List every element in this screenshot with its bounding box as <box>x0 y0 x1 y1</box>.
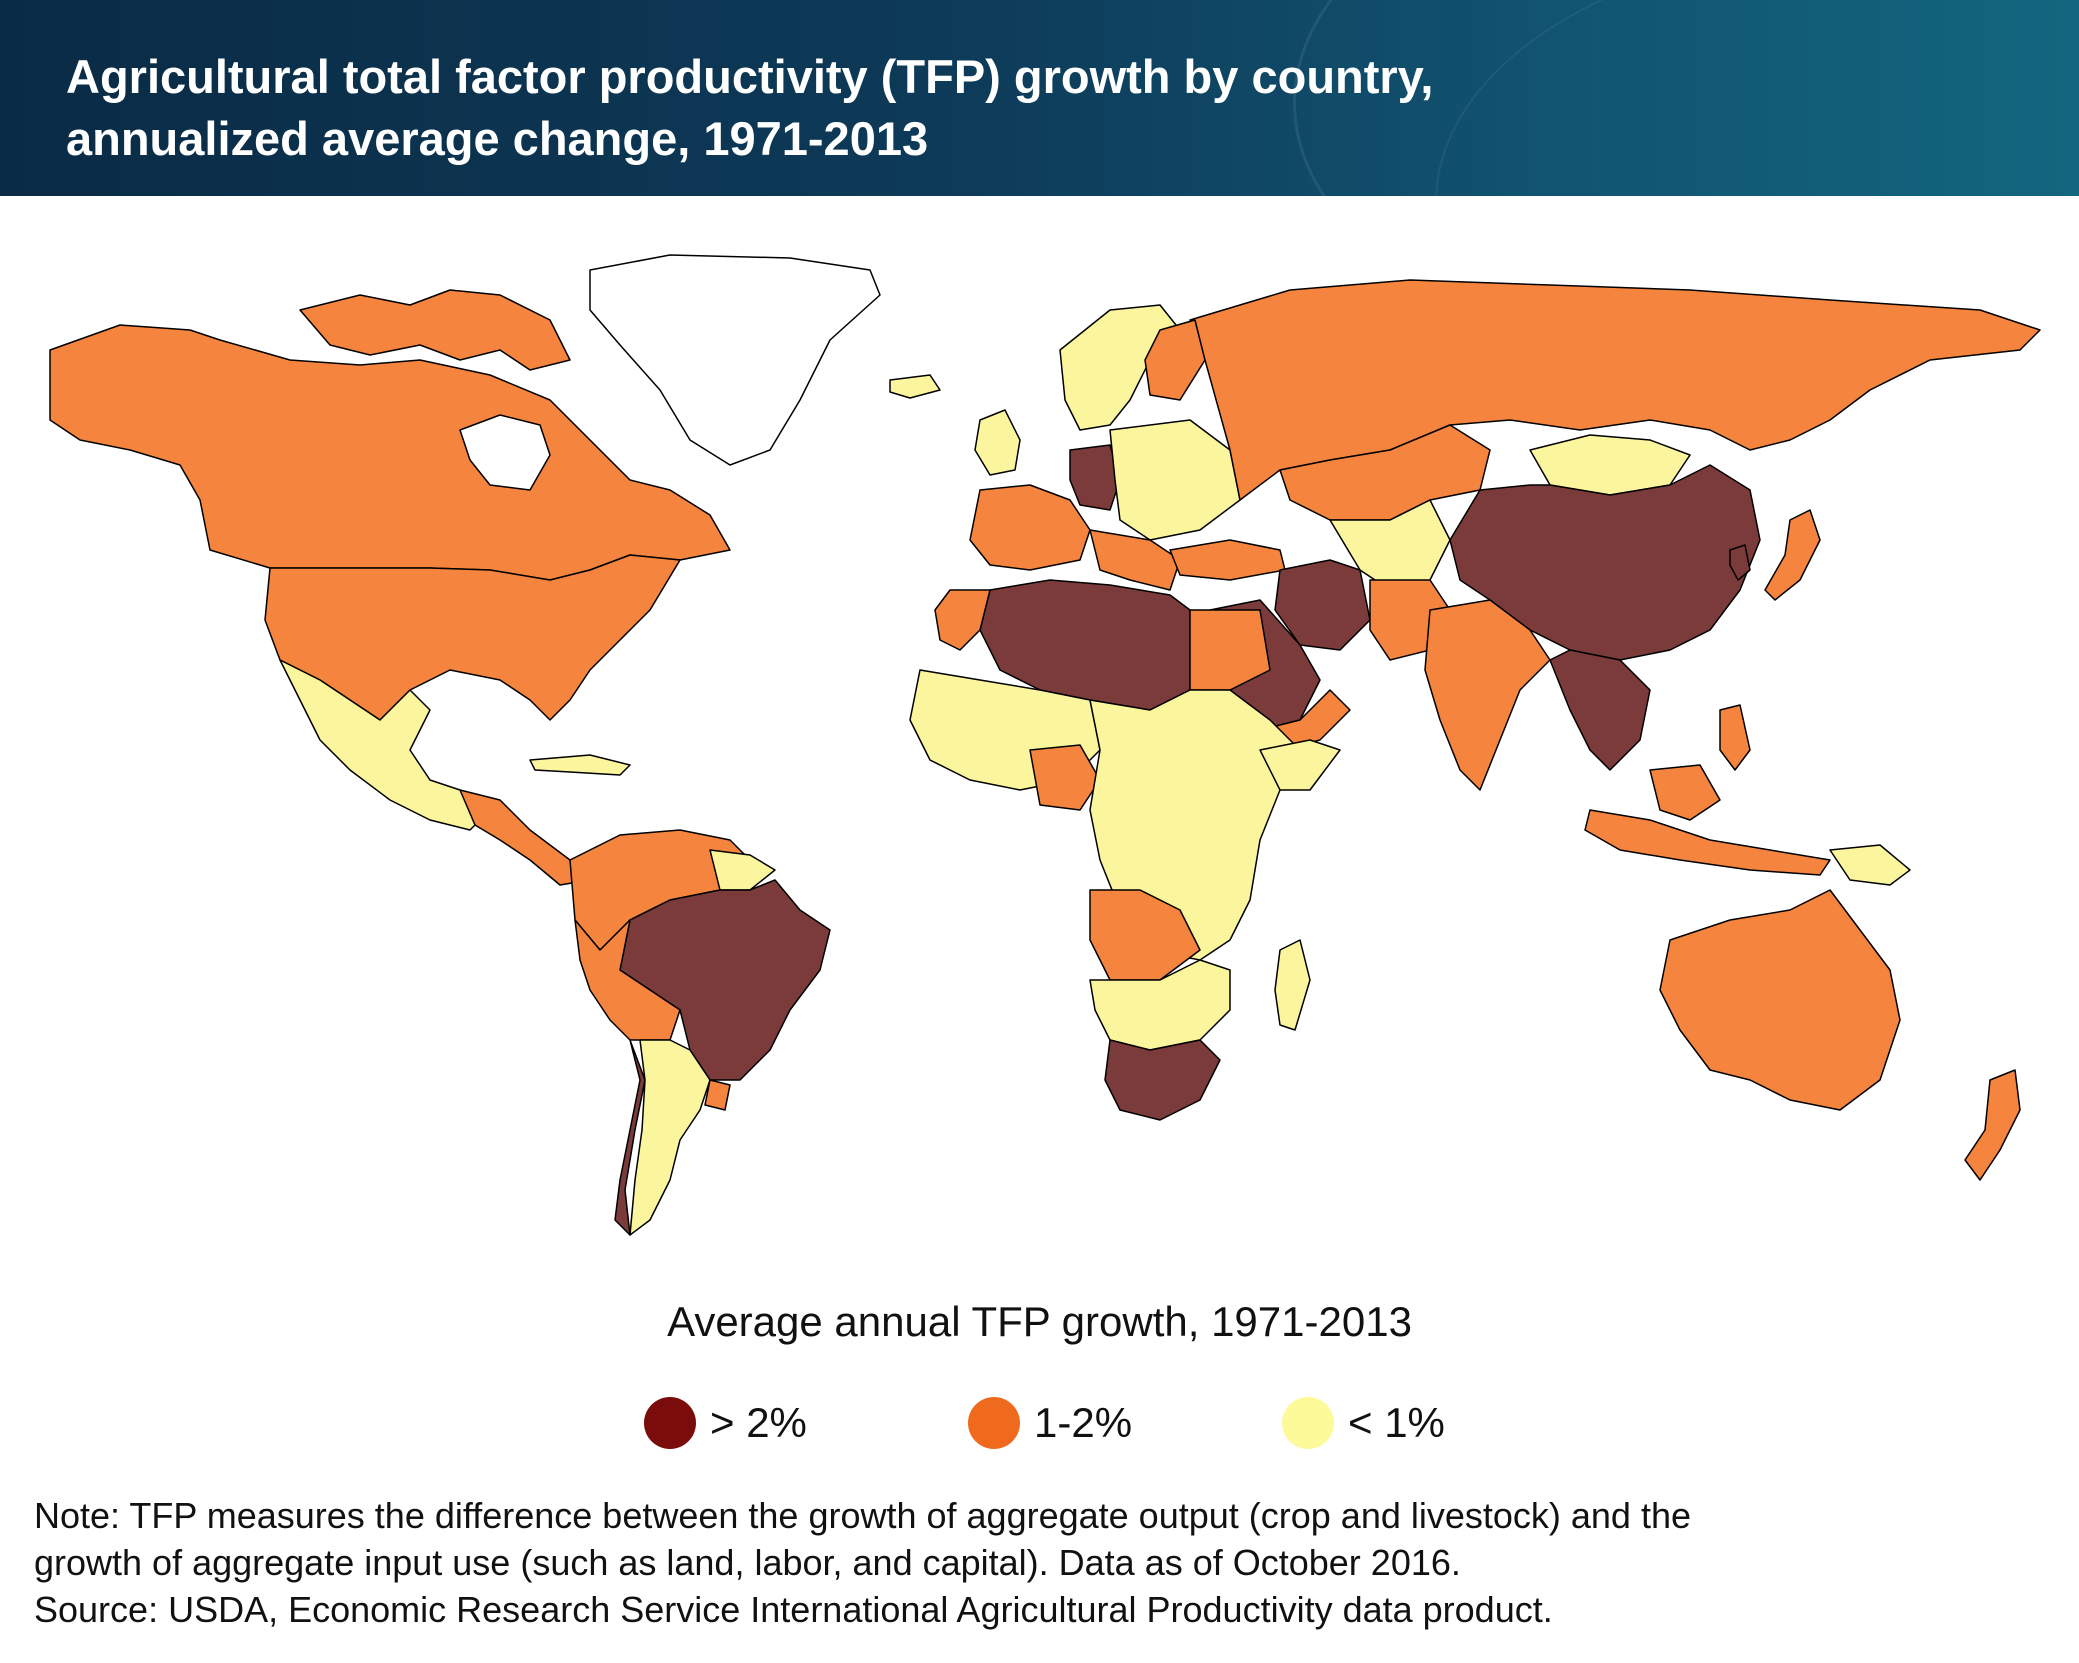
map-region-scandinavia <box>1059 304 1181 431</box>
map-region-eastern-europe <box>1109 419 1241 541</box>
header-decoration <box>1293 0 2079 196</box>
legend-label-low: < 1% <box>1348 1399 1445 1446</box>
map-region-indonesia <box>1584 809 1831 876</box>
legend-item-low: < 1% <box>1282 1395 1445 1451</box>
map-region-borneo <box>1649 764 1721 821</box>
map-region-southeast-asia <box>1549 649 1651 771</box>
legend-item-mid: 1-2% <box>968 1395 1132 1451</box>
legend-label-high: > 2% <box>710 1399 807 1446</box>
page-title: Agricultural total factor productivity (… <box>66 46 1766 170</box>
world-map <box>49 254 2041 1236</box>
map-region-western-europe <box>969 484 1091 571</box>
map-region-uk <box>974 409 1021 476</box>
map-region-horn-of-africa <box>1259 739 1341 791</box>
map-region-peru-bolivia <box>574 919 681 1041</box>
map-region-germany <box>1069 444 1121 511</box>
map-region-chile <box>614 1039 646 1236</box>
legend-swatch-mid <box>968 1397 1020 1449</box>
map-region-south-africa <box>1104 1039 1221 1121</box>
legend-swatch-high <box>644 1397 696 1449</box>
title-line-1: Agricultural total factor productivity (… <box>66 50 1434 103</box>
map-region-southern-europe <box>1089 529 1181 591</box>
legend-label-mid: 1-2% <box>1034 1399 1133 1446</box>
map-region-australia <box>1659 889 1901 1111</box>
source-line: Source: USDA, Economic Research Service … <box>34 1589 1553 1630</box>
map-region-egypt <box>1189 609 1271 691</box>
map-region-morocco <box>934 589 991 651</box>
map-region-new-zealand <box>1964 1069 2021 1181</box>
map-water-hudson-bay <box>459 414 551 491</box>
map-region-japan <box>1764 509 1821 601</box>
map-region-nigeria-area <box>1029 744 1101 811</box>
map-region-uruguay <box>704 1079 731 1111</box>
map-region-madagascar <box>1274 939 1311 1031</box>
map-region-southern-africa-north <box>1089 889 1201 981</box>
legend-swatch-low <box>1282 1397 1334 1449</box>
map-region-guianas <box>709 849 776 891</box>
source-note: Note: TFP measures the difference betwee… <box>34 1492 2044 1633</box>
title-line-2: annualized average change, 1971-2013 <box>66 112 929 165</box>
map-region-philippines <box>1719 704 1751 771</box>
map-region-caribbean <box>529 754 631 776</box>
map-region-canada-islands <box>299 289 571 371</box>
map-region-india <box>1424 599 1551 791</box>
map-region-iceland <box>889 374 941 399</box>
note-line-1: Note: TFP measures the difference betwee… <box>34 1495 1692 1536</box>
map-region-turkey <box>1169 539 1286 581</box>
map-region-papua-new-guinea <box>1829 844 1911 886</box>
legend-item-high: > 2% <box>644 1395 807 1451</box>
map-region-greenland <box>589 254 881 466</box>
map-region-iran <box>1274 559 1371 651</box>
note-line-2: growth of aggregate input use (such as l… <box>34 1542 1461 1583</box>
map-region-afghanistan-area <box>1329 499 1451 591</box>
map-region-korea <box>1729 544 1751 581</box>
map-region-southern-africa-middle <box>1089 959 1231 1051</box>
header-banner: Agricultural total factor productivity (… <box>0 0 2079 196</box>
map-region-north-america-north <box>49 324 731 581</box>
map-region-argentina <box>629 1039 711 1236</box>
legend-title: Average annual TFP growth, 1971-2013 <box>667 1298 1412 1345</box>
map-region-russia <box>1189 279 2041 501</box>
